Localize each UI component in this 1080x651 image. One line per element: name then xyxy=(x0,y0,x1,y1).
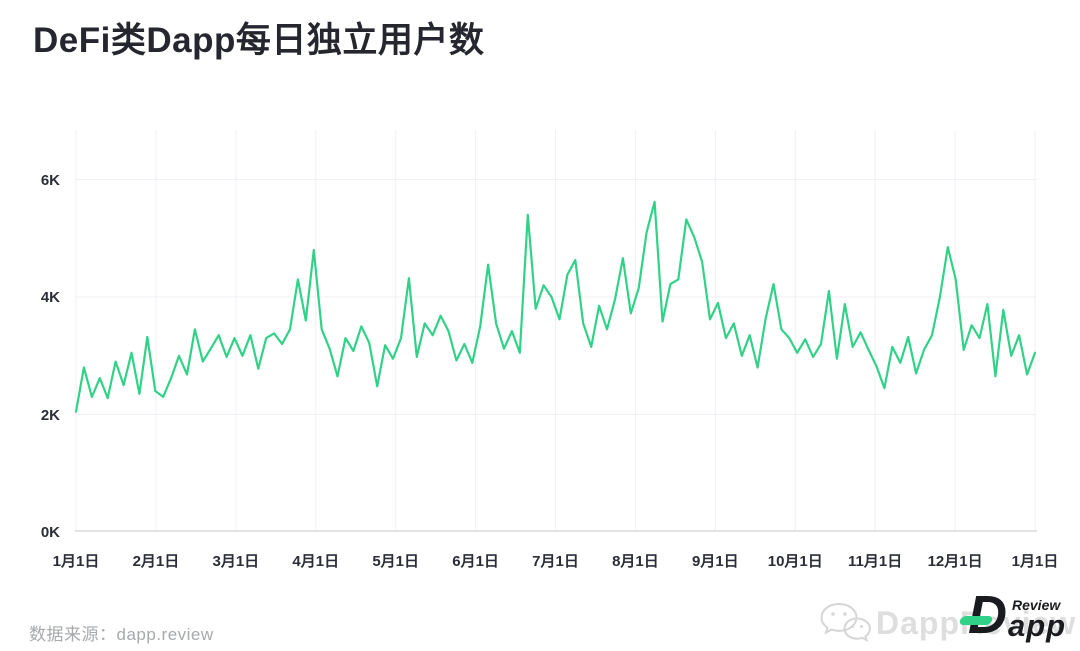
line-chart-svg xyxy=(75,130,1037,532)
y-axis-label: 0K xyxy=(40,524,60,541)
x-axis-label: 7月1日 xyxy=(532,553,579,570)
x-axis-label: 6月1日 xyxy=(452,553,499,570)
x-axis-label: 5月1日 xyxy=(372,553,419,570)
logo-letter-d: D xyxy=(968,585,1007,645)
x-axis-label: 1月1日 xyxy=(52,553,100,570)
x-axis-label: 3月1日 xyxy=(212,553,260,570)
dappreview-branding: DappReview D Review app xyxy=(818,585,1075,651)
logo-review-text: Review xyxy=(1012,597,1061,613)
data-series-line xyxy=(75,200,1037,413)
y-axis-label: 2K xyxy=(40,406,60,424)
x-axis-label: 12月1日 xyxy=(927,553,983,570)
x-axis-label: 11月1日 xyxy=(848,553,903,570)
line-chart xyxy=(75,130,1037,532)
wechat-icon xyxy=(820,602,871,642)
x-axis-label: 10月1日 xyxy=(767,553,823,570)
data-source-label: 数据来源：dapp.review xyxy=(29,625,214,644)
x-axis-label: 4月1日 xyxy=(292,553,340,570)
y-axis-label: 6K xyxy=(40,171,60,189)
x-axis-label: 9月1日 xyxy=(691,553,739,570)
x-axis-label: 1月1日 xyxy=(1011,553,1059,570)
page-title: DeFi类Dapp每日独立用户数 xyxy=(33,21,485,60)
dappreview-logo: D Review app xyxy=(958,585,1068,651)
logo-green-band-icon xyxy=(958,616,994,625)
x-axis-label: 2月1日 xyxy=(132,553,180,570)
x-axis-label: 8月1日 xyxy=(612,553,659,570)
y-axis-label: 4K xyxy=(40,289,60,306)
logo-app-text: app xyxy=(1008,608,1067,643)
